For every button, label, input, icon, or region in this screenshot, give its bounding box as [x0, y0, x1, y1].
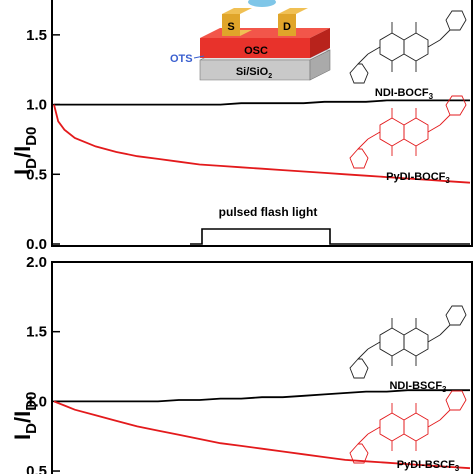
ndi-bocf3-molecule: [349, 10, 467, 84]
bottom-series-group: [53, 389, 471, 470]
source-electrode-top: [222, 8, 252, 14]
top-y-tick-label: 1.0: [26, 97, 47, 114]
ots-pointer: [193, 55, 205, 59]
source-electrode-front: [222, 14, 240, 36]
bottom-y-tick-label: 1.0: [26, 393, 47, 410]
osc-front: [200, 38, 310, 58]
pydi-bocf3-label: PyDI-BOCF3: [386, 171, 450, 185]
bottom-series-line-ndi: [54, 389, 470, 403]
bottom-y-tick-label: 1.5: [26, 324, 47, 341]
osc-top: [200, 28, 330, 38]
bottom-y-tick-label: 2.0: [26, 254, 47, 271]
osc-label: OSC: [244, 45, 268, 57]
pydi-bscf3-label: PyDI-BSCF3: [397, 459, 460, 473]
light-source-icon: [248, 0, 276, 7]
top-plot-frame: [51, 0, 473, 247]
osc-side: [310, 28, 330, 58]
bottom-plot-frame: [51, 261, 473, 474]
top-series-group: [53, 99, 471, 184]
ndi-bscf3-label: NDI-BSCF3: [389, 380, 447, 394]
top-series-line-ndi: [54, 99, 470, 106]
top-series-line-pydi: [53, 104, 471, 184]
device-schematic: Si/SiO2 OSC S D OTS: [170, 0, 331, 81]
substrate-label: Si/SiO2: [236, 66, 272, 80]
source-label: S: [227, 21, 234, 33]
top-y-tick-label: 0.0: [26, 236, 47, 253]
top-y-tick-label: 0.5: [26, 166, 47, 183]
top-y-axis-label: ID/ID0: [10, 127, 40, 175]
flash-pulse-box: [190, 228, 470, 245]
bottom-y-tick-label: 0.5: [26, 463, 47, 474]
drain-electrode-front: [278, 14, 296, 36]
top-y-tick-label: 1.5: [26, 27, 47, 44]
bottom-y-ticks: 0.5 1.0 1.5 2.0: [26, 254, 60, 474]
bottom-y-axis-label: ID/ID0: [10, 392, 40, 440]
pydi-bscf3-molecule: [349, 390, 467, 464]
ndi-bscf3-molecule: [349, 305, 467, 379]
ndi-bocf3-label: NDI-BOCF3: [375, 87, 434, 101]
substrate-side: [309, 49, 331, 81]
top-y-ticks: 0.0 0.5 1.0 1.5: [26, 27, 60, 253]
bottom-series-line-pydi: [53, 400, 471, 470]
pydi-bocf3-molecule: [349, 95, 467, 169]
drain-label: D: [283, 21, 291, 33]
drain-electrode-top: [278, 8, 308, 14]
ots-label: OTS: [170, 53, 193, 65]
flash-light-label: pulsed flash light: [219, 205, 318, 219]
